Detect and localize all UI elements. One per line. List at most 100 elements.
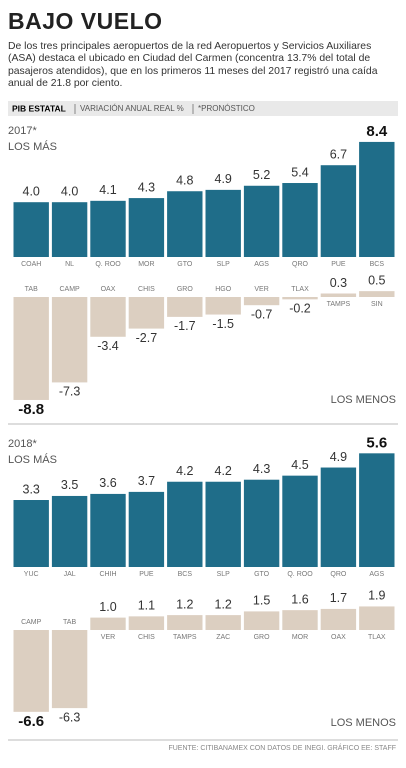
value-label: 6.7 [330, 148, 347, 162]
group-label: LOS MENOS [331, 717, 396, 729]
bar [320, 165, 357, 257]
value-label: -8.8 [18, 401, 44, 418]
value-label: 4.2 [176, 464, 193, 478]
value-label: 1.5 [253, 594, 270, 608]
bar [167, 297, 203, 317]
bar [359, 291, 395, 297]
bar [205, 297, 241, 315]
category-label: SLP [217, 261, 231, 268]
value-label: 4.8 [176, 174, 193, 188]
category-label: YUC [24, 571, 39, 578]
value-label: -3.4 [97, 339, 119, 353]
value-label: 4.0 [61, 184, 78, 198]
value-label: -0.7 [251, 307, 273, 321]
group-label: LOS MÁS [8, 453, 57, 466]
bar [282, 610, 318, 630]
intro: De los tres principales aeropuertos de l… [8, 41, 378, 90]
bar [320, 608, 357, 630]
source: FUENTE: CITIBANAMEX CON DATOS DE INEGI. … [168, 743, 396, 752]
category-label: AGS [369, 571, 384, 578]
value-label: 8.4 [366, 123, 388, 140]
bar [167, 481, 203, 567]
value-label: 4.1 [99, 183, 116, 197]
bar [243, 297, 280, 306]
year-label: 2017* [8, 125, 37, 137]
bar [90, 297, 126, 337]
group-label: LOS MENOS [331, 394, 396, 406]
category-label: SIN [371, 301, 383, 308]
value-label: -2.7 [136, 331, 158, 345]
bar [320, 293, 357, 297]
category-label: CHIS [138, 286, 155, 293]
bar [243, 611, 280, 630]
bar [282, 475, 318, 567]
value-label: 4.9 [330, 450, 347, 464]
category-label: TLAX [291, 286, 309, 293]
value-label: 1.7 [330, 591, 347, 605]
category-label: VER [254, 286, 268, 293]
value-label: 1.2 [215, 597, 232, 611]
category-label: GTO [177, 261, 193, 268]
value-label: 1.0 [99, 600, 116, 614]
category-label: AGS [254, 261, 269, 268]
category-label: PUE [331, 261, 346, 268]
value-label: 0.3 [330, 276, 347, 290]
category-label: NL [65, 261, 74, 268]
bar [359, 606, 395, 630]
value-label: 1.2 [176, 597, 193, 611]
value-label: 4.9 [215, 172, 232, 186]
strip-item: *PRONÓSTICO [198, 104, 255, 113]
category-label: COAH [21, 261, 41, 268]
category-label: OAX [331, 634, 346, 641]
bar [128, 297, 165, 329]
bar [90, 493, 126, 567]
category-label: QRO [292, 261, 309, 268]
category-label: GRO [177, 286, 194, 293]
bar [167, 615, 203, 630]
bar [205, 481, 241, 567]
category-label: CAMP [21, 619, 42, 626]
value-label: -1.5 [212, 317, 234, 331]
bar [51, 495, 88, 567]
title: BAJO VUELO [8, 8, 163, 34]
category-label: TAMPS [327, 301, 351, 308]
category-label: GRO [254, 634, 271, 641]
category-label: MOR [292, 634, 308, 641]
value-label: 1.6 [291, 592, 308, 606]
strip-item: VARIACIÓN ANUAL REAL % [80, 104, 184, 113]
category-label: GTO [254, 571, 270, 578]
category-label: MOR [138, 261, 154, 268]
category-label: CAMP [59, 286, 80, 293]
value-label: 5.6 [366, 434, 387, 451]
bar [51, 202, 88, 257]
value-label: 5.2 [253, 168, 270, 182]
bar [128, 491, 165, 567]
category-label: TAB [25, 286, 38, 293]
category-label: QRO [330, 571, 347, 578]
value-label: 4.2 [215, 464, 232, 478]
value-label: -6.6 [18, 713, 44, 730]
bar [90, 200, 126, 257]
bar [51, 297, 88, 383]
value-label: 5.4 [291, 165, 308, 179]
bar [205, 189, 241, 257]
category-label: HGO [215, 286, 232, 293]
strip-label: PIB ESTATAL [12, 103, 66, 113]
value-label: 3.3 [23, 482, 40, 496]
category-label: CHIH [99, 571, 116, 578]
value-label: 1.9 [368, 589, 385, 603]
year-label: 2018* [8, 438, 37, 450]
category-label: OAX [101, 286, 116, 293]
value-label: 0.5 [368, 273, 385, 287]
bar [13, 630, 49, 712]
category-label: TLAX [368, 634, 386, 641]
bar [243, 479, 280, 567]
bar [167, 191, 203, 257]
bar [282, 297, 318, 300]
value-label: 4.3 [138, 180, 155, 194]
value-label: -0.2 [289, 302, 311, 316]
bar [243, 185, 280, 257]
value-label: 4.0 [23, 184, 40, 198]
